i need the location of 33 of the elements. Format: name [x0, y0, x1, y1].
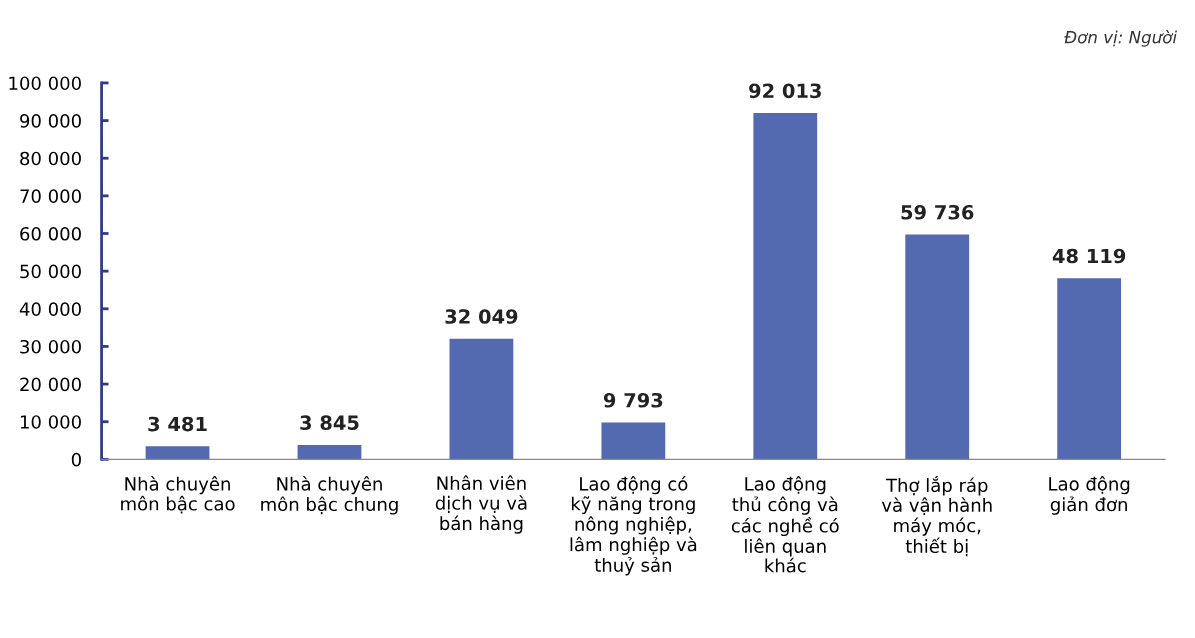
bar	[1057, 278, 1122, 460]
bar	[145, 446, 210, 460]
text: Đơn vị: Người	[1064, 29, 1177, 47]
y-tick-label: 70 000	[20, 189, 81, 203]
y-tick-label: 100 000	[9, 76, 81, 91]
y-tick-label: 20 000	[20, 377, 81, 392]
bar	[449, 338, 514, 460]
bar	[297, 444, 362, 460]
data-label: 9 793	[603, 392, 663, 408]
data-label: 3 481	[148, 416, 207, 432]
y-tick-label: 60 000	[20, 226, 81, 241]
y-tick-label: 80 000	[20, 151, 81, 166]
bar	[601, 422, 666, 460]
y-tick-label: 10 000	[20, 415, 81, 429]
y-tick-label: 0	[71, 452, 81, 467]
x-tick-label: Nhà chuyên môn bậc chung	[261, 476, 398, 515]
data-label: 3 845	[300, 415, 359, 431]
y-tick-label: 40 000	[19, 302, 81, 316]
x-tick-label: Nhân viên dịch vụ và bán hàng	[435, 475, 527, 534]
y-tick-label: 30 000	[20, 339, 81, 354]
y-tick-label: 50 000	[20, 264, 81, 279]
bar	[905, 234, 970, 460]
data-label: 32 049	[445, 309, 518, 324]
x-tick-label: Lao động giản đơn	[1049, 476, 1130, 515]
x-tick-label: Thợ lắp ráp và vận hành máy móc, thiết bị	[881, 476, 992, 557]
y-tick-label: 90 000	[20, 114, 81, 128]
x-tick-label: Nhà chuyên môn bậc cao	[121, 476, 235, 514]
data-label: 59 736	[901, 204, 974, 220]
x-tick-label: Lao động có kỹ năng trong nông nghiệp, lâm nghiệp và thuỷ sản	[570, 476, 697, 576]
data-label: 48 119	[1052, 248, 1126, 264]
bar	[753, 113, 818, 460]
x-tick-label: Lao động thủ công và các nghề có liên quan khác	[731, 476, 839, 573]
data-label: 92 013	[749, 83, 821, 99]
